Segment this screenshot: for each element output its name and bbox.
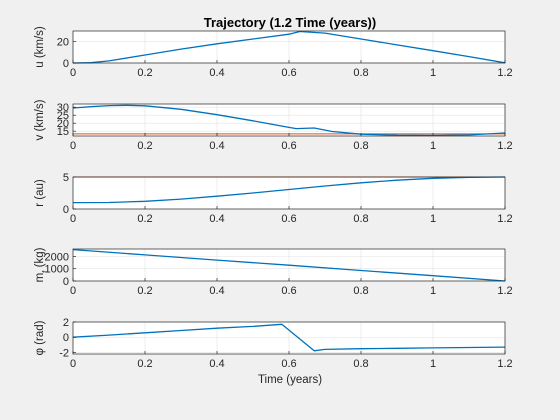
y-tick-label-30: 30 (57, 102, 69, 114)
y-axis-label-rest: (kg) (34, 247, 46, 270)
x-tick-label-0-4: 0.4 (209, 213, 224, 225)
x-tick-label-1-2: 1.2 (497, 213, 512, 225)
x-tick-label-0-4: 0.4 (209, 67, 224, 79)
y-axis-label-rad: φ (rad) (34, 320, 46, 355)
y-tick-label-0: 0 (63, 204, 69, 216)
x-tick-label-0-2: 0.2 (137, 140, 152, 152)
y-tick-label-1000: 1000 (45, 264, 69, 276)
x-tick-label-0: 0 (70, 140, 76, 152)
y-tick-label-2: 2 (63, 317, 69, 329)
y-tick-label-0: 0 (63, 276, 69, 288)
x-tick-label-1: 1 (430, 213, 436, 225)
x-axis-label: Time (years) (258, 374, 322, 386)
series-line-1 (72, 248, 506, 282)
y-tick-label-0: 0 (63, 58, 69, 70)
x-tick-label-0-6: 0.6 (281, 358, 296, 370)
y-tick-label-5: 5 (63, 172, 69, 184)
y-tick-label-15: 15 (57, 126, 69, 138)
x-tick-label-0-6: 0.6 (281, 67, 296, 79)
y-axis-label-subscript: f (41, 270, 50, 273)
x-tick-label-0-6: 0.6 (281, 213, 296, 225)
x-tick-label-0: 0 (70, 358, 76, 370)
x-tick-label-1: 1 (430, 140, 436, 152)
x-tick-label-0-8: 0.8 (353, 285, 368, 297)
y-tick-label-0: 0 (63, 332, 69, 344)
series-line-1 (72, 323, 506, 352)
x-tick-label-0: 0 (70, 285, 76, 297)
x-tick-label-1-2: 1.2 (497, 140, 512, 152)
y-tick-label-20: 20 (57, 118, 69, 130)
x-tick-label-0-2: 0.2 (137, 285, 152, 297)
figure-title: Trajectory (1.2 Time (years)) (204, 15, 376, 30)
y-tick-label-25: 25 (57, 110, 69, 122)
series-line-1 (72, 176, 506, 204)
x-tick-label-0: 0 (70, 67, 76, 79)
x-tick-label-1-2: 1.2 (497, 67, 512, 79)
x-tick-label-0-6: 0.6 (281, 140, 296, 152)
x-tick-label-0-6: 0.6 (281, 285, 296, 297)
y-axis-label-v-km-s: v (km/s) (34, 99, 46, 140)
x-tick-label-1-2: 1.2 (497, 285, 512, 297)
subplot-1: 0 0.2 0.4 0.6 0.8 1 1.2 0 20 u (km/s) (34, 26, 513, 79)
x-tick-label-0-2: 0.2 (137, 358, 152, 370)
series-line-1 (72, 30, 506, 64)
x-tick-label-1: 1 (430, 67, 436, 79)
y-axis-label-r-au: r (au) (34, 179, 46, 207)
x-tick-label-0-4: 0.4 (209, 140, 224, 152)
y-tick-label-20: 20 (57, 37, 69, 49)
x-tick-label-1: 1 (430, 285, 436, 297)
x-tick-label-0-2: 0.2 (137, 213, 152, 225)
x-tick-label-0: 0 (70, 213, 76, 225)
x-tick-label-0-4: 0.4 (209, 285, 224, 297)
x-tick-label-0-8: 0.8 (353, 213, 368, 225)
x-tick-label-0-2: 0.2 (137, 67, 152, 79)
x-tick-label-0-8: 0.8 (353, 140, 368, 152)
x-tick-label-1-2: 1.2 (497, 358, 512, 370)
series-line-1 (72, 104, 506, 137)
x-tick-label-0-4: 0.4 (209, 358, 224, 370)
x-tick-label-0-8: 0.8 (353, 67, 368, 79)
y-tick-label-2000: 2000 (45, 251, 69, 263)
y-tick-label-2: -2 (59, 347, 69, 359)
x-tick-label-1: 1 (430, 358, 436, 370)
y-axis-label-u-km-s: u (km/s) (34, 26, 46, 68)
subplot-3: 0 0.2 0.4 0.6 0.8 1 1.2 0 5 r (au) (34, 172, 513, 225)
x-tick-label-0-8: 0.8 (353, 358, 368, 370)
y-axis-label-m-f-kg: mf (kg) (34, 247, 50, 282)
